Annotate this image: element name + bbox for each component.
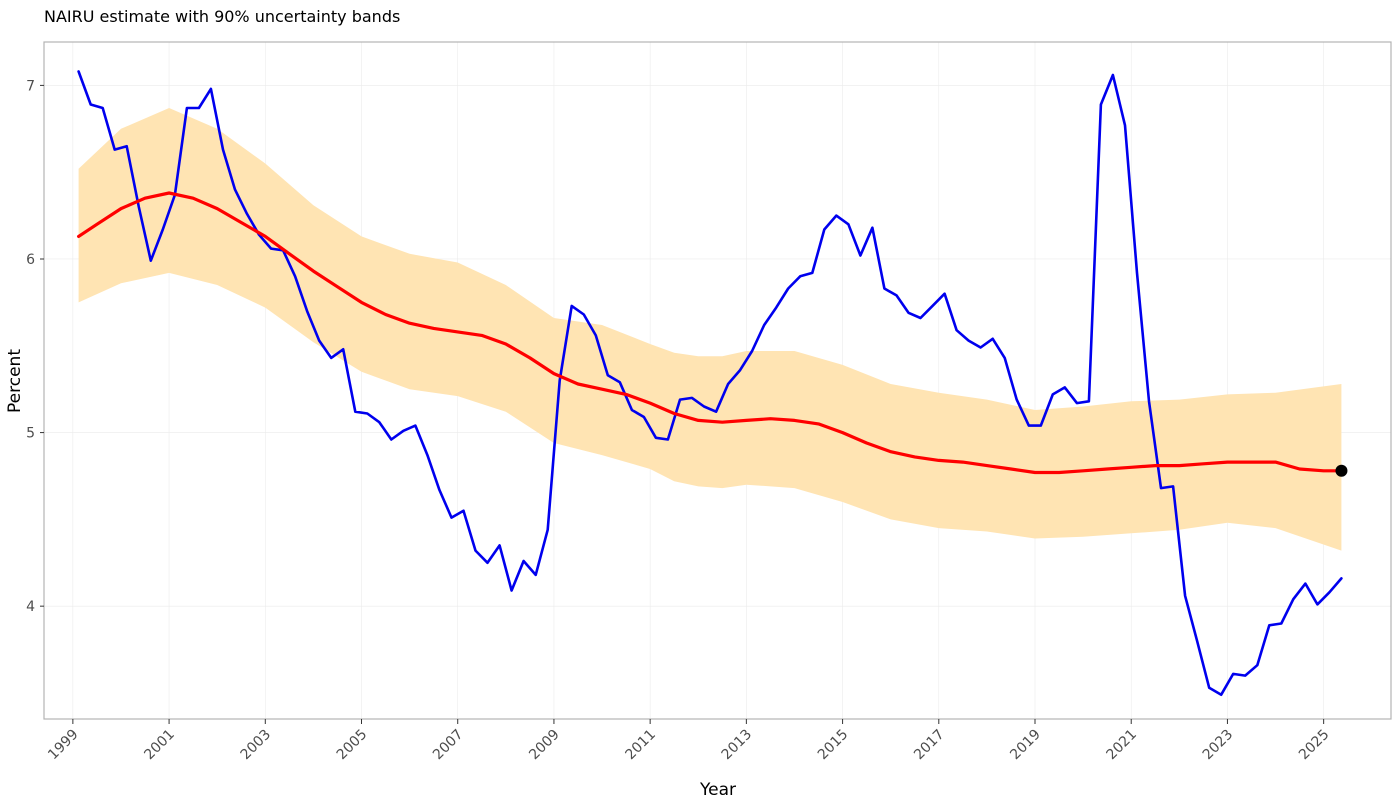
x-axis-title: Year bbox=[699, 780, 736, 800]
y-axis-ticks: 4 5 6 7 bbox=[26, 78, 44, 615]
x-tick-label: 2021 bbox=[1104, 727, 1141, 764]
x-axis-ticks: 1999 2001 2003 2005 2007 2009 2011 2013 2015 2017… bbox=[45, 719, 1332, 763]
x-tick-label: 2011 bbox=[622, 727, 659, 764]
y-tick-label: 7 bbox=[26, 78, 35, 94]
nairu-line bbox=[76, 191, 1344, 475]
x-tick-label: 2009 bbox=[526, 727, 563, 764]
endpoint-marker bbox=[1335, 464, 1348, 477]
y-tick-label: 5 bbox=[26, 426, 35, 442]
x-tick-label: 2019 bbox=[1007, 727, 1044, 764]
x-tick-label: 2017 bbox=[911, 727, 948, 764]
uncertainty-band-layer bbox=[78, 108, 1342, 551]
x-tick-label: 2013 bbox=[719, 727, 756, 764]
y-tick-label: 6 bbox=[26, 252, 35, 268]
y-axis-title: Percent bbox=[5, 349, 25, 413]
chart-title: NAIRU estimate with 90% uncertainty band… bbox=[44, 7, 400, 26]
x-tick-label: 2007 bbox=[430, 727, 467, 764]
x-tick-label: 2023 bbox=[1200, 727, 1237, 764]
series-layer bbox=[76, 70, 1344, 697]
x-tick-label: 1999 bbox=[45, 727, 82, 764]
unemployment-line bbox=[77, 70, 1343, 697]
y-tick-label: 4 bbox=[26, 599, 35, 615]
x-tick-label: 2001 bbox=[141, 727, 178, 764]
x-tick-label: 2003 bbox=[238, 727, 275, 764]
marker-layer bbox=[1335, 464, 1348, 477]
x-tick-label: 2015 bbox=[815, 727, 852, 764]
uncertainty-band bbox=[78, 108, 1342, 551]
plot-frame bbox=[43, 41, 1392, 720]
x-tick-label: 2005 bbox=[334, 727, 371, 764]
x-tick-label: 2025 bbox=[1296, 727, 1333, 764]
